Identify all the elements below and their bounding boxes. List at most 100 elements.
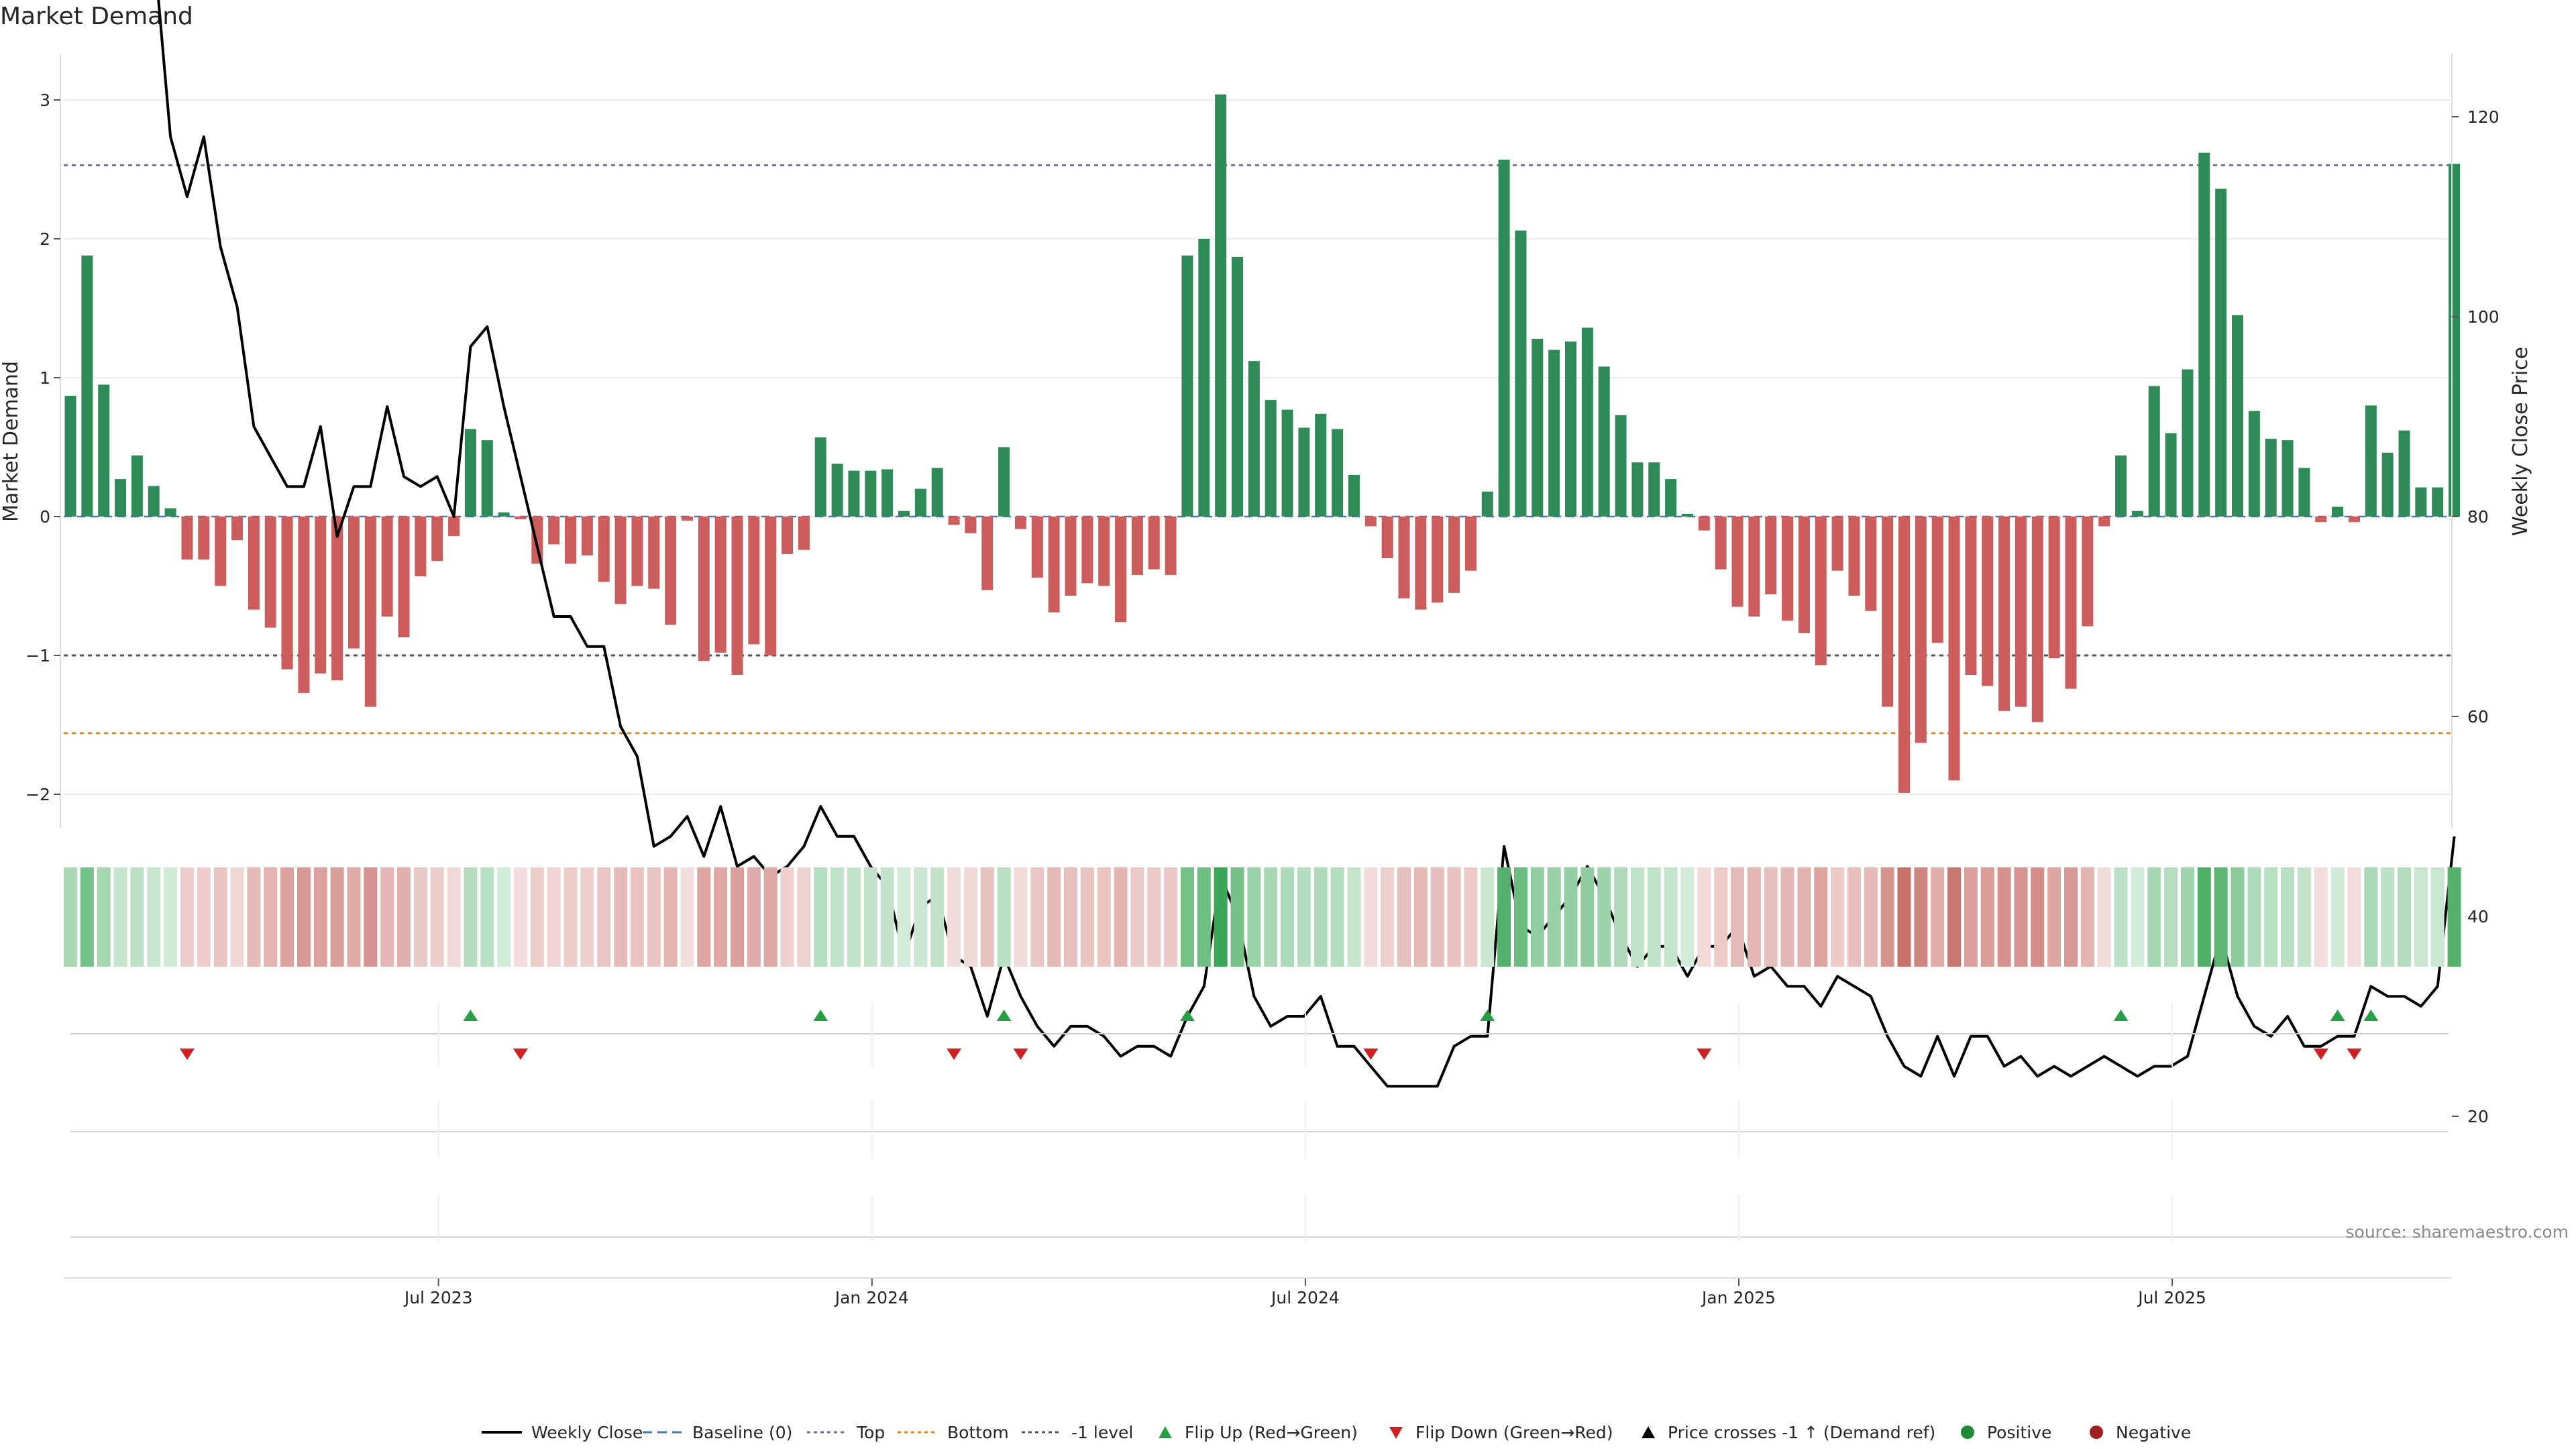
strip-cell xyxy=(2414,867,2428,967)
demand-bar xyxy=(631,517,643,586)
demand-bar xyxy=(1782,517,1794,621)
strip-cell xyxy=(647,867,661,967)
demand-bar xyxy=(1381,517,1393,559)
strip-cell xyxy=(1014,867,1028,967)
demand-bar xyxy=(714,517,727,653)
legend-label: -1 level xyxy=(1071,1422,1134,1442)
demand-bar xyxy=(1548,350,1560,517)
demand-bar xyxy=(1532,339,1544,517)
demand-bar xyxy=(648,517,660,589)
flip-down-marker xyxy=(1363,1049,1379,1060)
chart-legend: Weekly Close Baseline (0) Top Bottom -1 leve… xyxy=(0,1422,2576,1449)
right-axis-title: Weekly Close Price xyxy=(2509,347,2532,536)
solid-line-icon xyxy=(482,1431,522,1434)
flip-up-marker xyxy=(2113,1010,2129,1021)
strip-cell xyxy=(397,867,411,967)
strip-cell xyxy=(1147,867,1161,967)
demand-bar xyxy=(181,517,193,560)
strip-cell xyxy=(1114,867,1128,967)
demand-bar xyxy=(1481,491,1493,517)
demand-heat-strip xyxy=(64,867,2461,967)
demand-bar xyxy=(2182,369,2194,517)
strip-cell xyxy=(1831,867,1845,967)
demand-bar xyxy=(2432,487,2444,517)
strip-cell xyxy=(2347,867,2361,967)
triangle-up-icon xyxy=(1642,1426,1655,1438)
legend-label: Price crosses -1 ↑ (Demand ref) xyxy=(1668,1422,1936,1442)
strip-cell xyxy=(247,867,261,967)
demand-bar xyxy=(2348,517,2360,523)
demand-bar xyxy=(1698,517,1710,531)
demand-bar xyxy=(481,440,493,517)
strip-cell xyxy=(731,867,744,967)
strip-cell xyxy=(1947,867,1962,967)
strip-cell xyxy=(280,867,294,967)
demand-bar xyxy=(2082,517,2094,627)
demand-bar xyxy=(1248,361,1260,517)
strip-cell xyxy=(963,867,977,967)
strip-cell xyxy=(164,867,178,967)
demand-bar xyxy=(914,488,926,517)
legend-label: Positive xyxy=(1987,1422,2052,1442)
demand-bar xyxy=(798,517,810,550)
strip-cell xyxy=(1330,867,1344,967)
strip-cell xyxy=(697,867,711,967)
strip-cell xyxy=(2131,867,2145,967)
strip-cell xyxy=(364,867,378,967)
strip-cell xyxy=(1664,867,1678,967)
strip-cell xyxy=(663,867,678,967)
strip-cell xyxy=(2281,867,2295,967)
demand-bar xyxy=(948,517,960,525)
left-tick-label: 0 xyxy=(40,507,50,527)
x-tick-label: Jul 2025 xyxy=(2137,1288,2206,1307)
demand-bar xyxy=(965,517,977,533)
strip-cell xyxy=(1247,867,1261,967)
strip-cell xyxy=(1864,867,1878,967)
demand-bar xyxy=(548,517,560,545)
strip-cell xyxy=(930,867,945,967)
strip-cell xyxy=(2214,867,2228,967)
flip-down-marker xyxy=(179,1049,195,1060)
strip-cell xyxy=(1097,867,1111,967)
strip-cell xyxy=(1630,867,1644,967)
strip-cell xyxy=(580,867,594,967)
strip-cell xyxy=(914,867,928,967)
x-tick-label: Jul 2024 xyxy=(1270,1288,1340,1307)
strip-cell xyxy=(1747,867,1761,967)
left-tick-label: −1 xyxy=(25,646,50,665)
strip-cell xyxy=(213,867,227,967)
strip-cell xyxy=(64,867,77,967)
flip-up-marker xyxy=(2330,1010,2345,1021)
strip-cell xyxy=(1364,867,1378,967)
demand-bar xyxy=(1232,256,1243,517)
strip-cell xyxy=(447,867,461,967)
demand-bar xyxy=(831,464,843,517)
strip-cell xyxy=(497,867,511,967)
demand-bar xyxy=(698,517,710,661)
demand-bar xyxy=(347,517,360,649)
strip-cell xyxy=(1997,867,2011,967)
date-x-axis: Jul 2023 Jan 2024 Jul 2024 Jan 2025 Jul 2025 xyxy=(64,1277,2452,1307)
demand-bar xyxy=(1131,517,1143,575)
right-y-axis: 16014012010080604020Weekly Close Price xyxy=(2451,54,2532,1126)
demand-bar xyxy=(681,517,693,521)
right-tick-label: 60 xyxy=(2467,707,2489,727)
strip-cell xyxy=(997,867,1011,967)
strip-cell xyxy=(714,867,728,967)
demand-bar xyxy=(1031,517,1043,578)
strip-cell xyxy=(747,867,761,967)
strip-cell xyxy=(2180,867,2194,967)
flip-up-marker xyxy=(813,1010,828,1021)
demand-bar xyxy=(2315,517,2327,523)
strip-cell xyxy=(1230,867,1244,967)
flip-up-marker xyxy=(1179,1010,1195,1021)
demand-bar xyxy=(1432,517,1444,603)
demand-bar xyxy=(565,517,576,564)
strip-cell xyxy=(830,867,845,967)
demand-bar xyxy=(1298,427,1310,517)
legend-item: Positive xyxy=(1957,1422,2051,1442)
demand-bar xyxy=(231,517,243,541)
demand-bar xyxy=(598,517,610,582)
legend-label: Flip Down (Green→Red) xyxy=(1415,1422,1613,1442)
strip-cell xyxy=(313,867,327,967)
